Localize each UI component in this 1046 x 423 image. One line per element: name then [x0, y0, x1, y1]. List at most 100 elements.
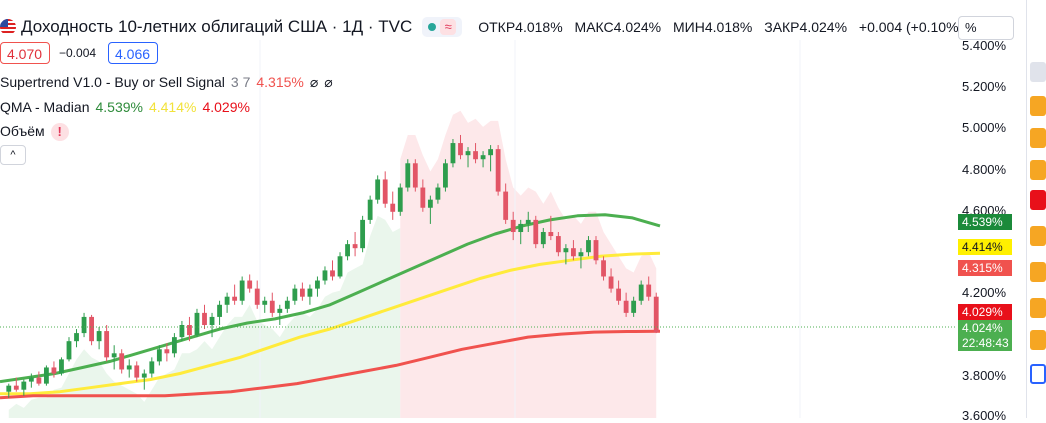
candle-body	[593, 240, 599, 261]
candle	[299, 282, 305, 301]
axis-tick: 3.800%	[962, 368, 1007, 383]
candle-body	[239, 280, 245, 301]
low-label: МИН	[673, 19, 705, 35]
candle-body	[465, 151, 471, 156]
candle	[247, 274, 253, 293]
candle	[81, 312, 87, 338]
right-toolbar	[1026, 0, 1027, 418]
candle-body	[28, 377, 34, 382]
high-label: МАКС	[574, 19, 614, 35]
candle-body	[443, 163, 448, 188]
candle-body	[104, 331, 110, 358]
candle	[473, 143, 478, 164]
candle	[571, 240, 576, 261]
hidden-eye-icon[interactable]: ⌀	[309, 74, 319, 90]
candle	[563, 244, 569, 265]
hidden-eye-icon-2[interactable]: ⌀	[324, 74, 333, 90]
candle-body	[397, 187, 403, 212]
candle-body	[608, 276, 614, 289]
close-value: 4.024%	[799, 19, 848, 35]
percent-scale-button[interactable]: %	[958, 16, 1014, 40]
candle	[104, 325, 110, 362]
candle-body	[36, 377, 42, 384]
qma-name: QMA - Madian	[0, 99, 90, 115]
candle-body	[74, 333, 79, 342]
market-status[interactable]: ≈	[422, 17, 463, 37]
toolbar-button-active[interactable]	[1030, 364, 1046, 384]
toolbar-button[interactable]	[1030, 226, 1046, 246]
qma2-price-tag: 4.414%	[958, 239, 1012, 255]
candle	[420, 179, 426, 212]
qma1-price-tag: 4.539%	[958, 214, 1012, 230]
warning-icon[interactable]: !	[50, 123, 69, 141]
candle-body	[495, 149, 501, 192]
change-value: +0.004 (+0.10%)	[858, 19, 964, 35]
candle-body	[322, 270, 328, 281]
buy-price-button[interactable]: 4.066	[108, 42, 158, 64]
candle	[269, 292, 275, 317]
candle	[330, 260, 335, 281]
candle-body	[555, 236, 561, 253]
sell-price-button[interactable]: 4.070	[0, 42, 50, 64]
toolbar-button[interactable]	[1030, 128, 1046, 148]
volume-name: Объём	[0, 123, 45, 139]
candle-body	[578, 252, 584, 257]
candle	[510, 211, 516, 241]
toolbar-button[interactable]	[1030, 62, 1046, 82]
toolbar-button[interactable]	[1030, 262, 1046, 282]
candle	[435, 183, 441, 204]
candle	[638, 280, 644, 305]
qma-legend[interactable]: QMA - Madian 4.539% 4.414% 4.029%	[0, 99, 256, 115]
candle-body	[111, 353, 117, 358]
candle	[525, 211, 531, 233]
candle	[119, 349, 125, 374]
symbol-title[interactable]: Доходность 10-летних облигаций США · 1Д …	[21, 17, 413, 36]
collapse-legend-button[interactable]: ^	[0, 145, 26, 165]
low-value: 4.018%	[704, 19, 753, 35]
candle	[171, 333, 177, 358]
candle	[555, 232, 561, 257]
ma-line-1	[0, 213, 661, 384]
candle-body	[533, 219, 539, 245]
chart-header: Доходность 10-летних облигаций США · 1Д …	[0, 15, 963, 39]
candle-body	[427, 199, 433, 208]
toolbar-button[interactable]	[1030, 330, 1046, 350]
toolbar-button[interactable]	[1030, 298, 1046, 318]
candle-body	[435, 187, 441, 200]
candle	[540, 227, 546, 249]
candle	[111, 345, 117, 370]
close-label: ЗАКР	[764, 19, 800, 35]
candle	[51, 361, 57, 378]
candle	[96, 327, 102, 350]
candle	[21, 379, 27, 396]
candle-body	[187, 325, 192, 336]
wave-icon: ≈	[440, 19, 457, 35]
candle-body	[420, 187, 426, 208]
candle-body	[548, 232, 554, 237]
candle	[450, 139, 456, 168]
candle-body	[209, 316, 215, 326]
candle	[382, 171, 388, 208]
toolbar-button[interactable]	[1030, 160, 1046, 180]
candle-body	[646, 284, 652, 297]
volume-legend[interactable]: Объём!	[0, 123, 75, 141]
candle-body	[51, 367, 57, 374]
supertrend-value: 4.315%	[256, 74, 304, 90]
ma-line-2	[0, 251, 661, 396]
candle	[412, 159, 418, 192]
toolbar-button[interactable]	[1030, 96, 1046, 116]
chevron-up-icon: ^	[10, 149, 16, 161]
candle-body	[503, 191, 509, 220]
candle	[13, 377, 19, 392]
candle	[367, 195, 373, 224]
candle	[345, 240, 350, 261]
candle	[217, 300, 222, 326]
axis-tick: 5.200%	[962, 79, 1007, 94]
candle-body	[13, 385, 19, 390]
supertrend-legend[interactable]: Supertrend V1.0 - Buy or Sell Signal 3 7 4…	[0, 74, 339, 91]
toolbar-button[interactable]	[1030, 190, 1046, 210]
candle	[458, 134, 463, 160]
countdown-tag: 22:48:43	[958, 335, 1012, 351]
candle-body	[330, 270, 335, 277]
